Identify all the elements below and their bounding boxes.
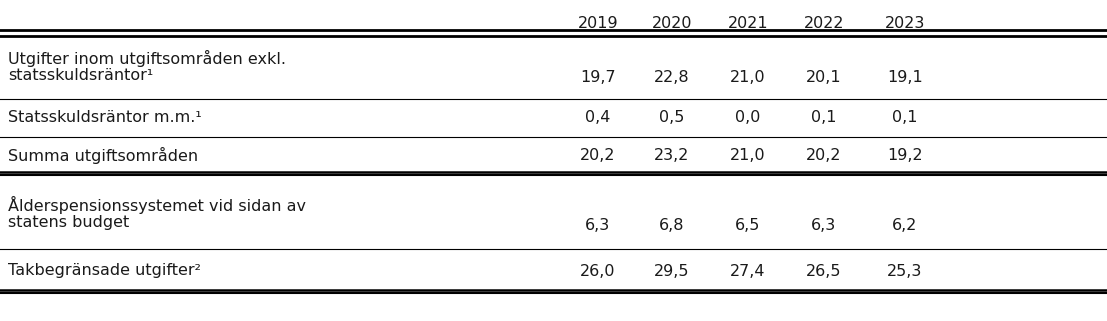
Text: 22,8: 22,8 (654, 71, 690, 85)
Text: 0,4: 0,4 (586, 109, 611, 125)
Text: Ålderspensionssystemet vid sidan av: Ålderspensionssystemet vid sidan av (8, 196, 306, 214)
Text: 2023: 2023 (884, 16, 925, 31)
Text: 21,0: 21,0 (731, 148, 766, 162)
Text: Summa utgiftsområden: Summa utgiftsområden (8, 146, 198, 163)
Text: 6,3: 6,3 (586, 218, 611, 232)
Text: 20,2: 20,2 (806, 148, 841, 162)
Text: 23,2: 23,2 (654, 148, 690, 162)
Text: 6,8: 6,8 (660, 218, 685, 232)
Text: 26,5: 26,5 (806, 264, 841, 279)
Text: 25,3: 25,3 (888, 264, 923, 279)
Text: Takbegränsade utgifter²: Takbegränsade utgifter² (8, 264, 200, 279)
Text: 19,1: 19,1 (887, 71, 923, 85)
Text: 0,0: 0,0 (735, 109, 761, 125)
Text: 29,5: 29,5 (654, 264, 690, 279)
Text: 2019: 2019 (578, 16, 619, 31)
Text: 6,5: 6,5 (735, 218, 761, 232)
Text: 27,4: 27,4 (731, 264, 766, 279)
Text: 2020: 2020 (652, 16, 692, 31)
Text: Utgifter inom utgiftsområden exkl.: Utgifter inom utgiftsområden exkl. (8, 49, 286, 66)
Text: 19,7: 19,7 (580, 71, 615, 85)
Text: 19,2: 19,2 (887, 148, 923, 162)
Text: 20,2: 20,2 (580, 148, 615, 162)
Text: 2022: 2022 (804, 16, 845, 31)
Text: statens budget: statens budget (8, 215, 130, 230)
Text: statsskuldsräntor¹: statsskuldsräntor¹ (8, 68, 153, 83)
Text: 21,0: 21,0 (731, 71, 766, 85)
Text: 20,1: 20,1 (806, 71, 841, 85)
Text: 0,1: 0,1 (811, 109, 837, 125)
Text: 6,3: 6,3 (811, 218, 837, 232)
Text: 6,2: 6,2 (892, 218, 918, 232)
Text: 0,5: 0,5 (660, 109, 685, 125)
Text: 2021: 2021 (727, 16, 768, 31)
Text: 0,1: 0,1 (892, 109, 918, 125)
Text: Statsskuldsräntor m.m.¹: Statsskuldsräntor m.m.¹ (8, 109, 201, 125)
Text: 26,0: 26,0 (580, 264, 615, 279)
